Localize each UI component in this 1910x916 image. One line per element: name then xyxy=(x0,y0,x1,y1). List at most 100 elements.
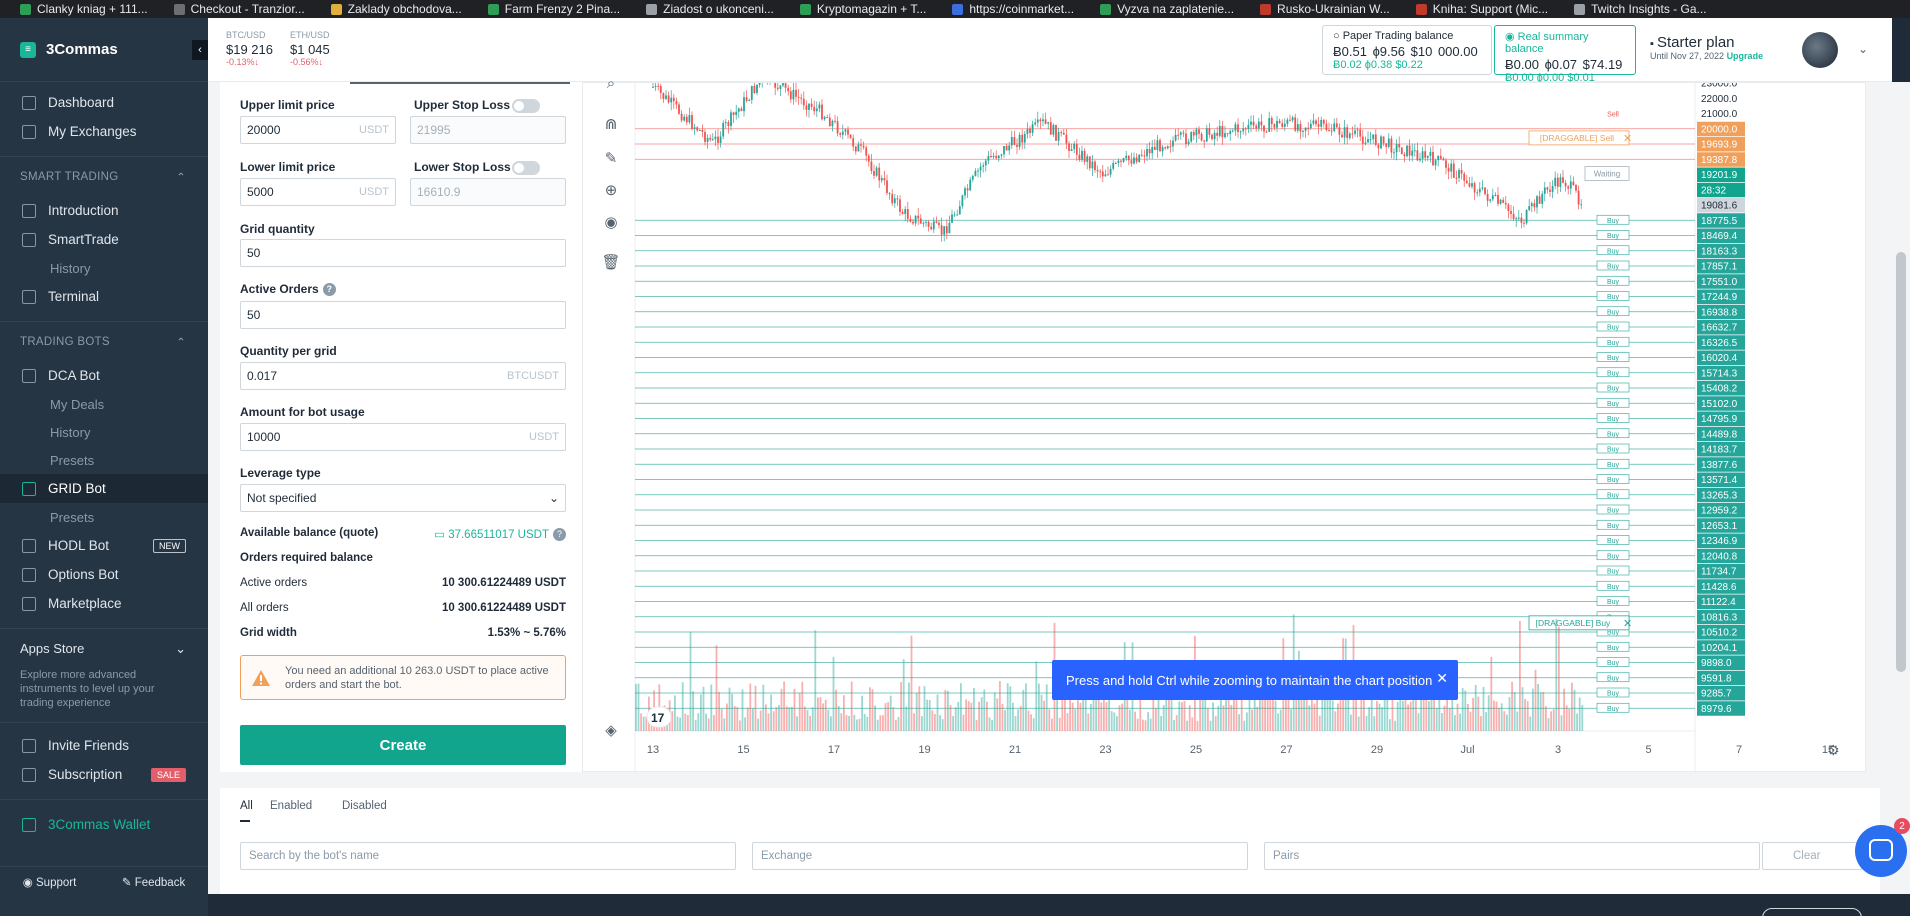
sidebar-item-wallet[interactable]: 3Commas Wallet xyxy=(0,810,208,839)
bookmark-item[interactable]: Kniha: Support (Mic... xyxy=(1415,2,1548,16)
trading-bots-section[interactable]: TRADING BOTS ⌃ xyxy=(0,321,208,361)
tab-all[interactable]: All xyxy=(240,800,253,812)
sidebar-item-introduction[interactable]: Introduction xyxy=(0,196,208,225)
volume-bar xyxy=(1035,661,1038,731)
lock-icon[interactable]: ⊕ xyxy=(604,182,618,199)
smart-trading-section[interactable]: SMART TRADING ⌃ xyxy=(0,156,208,196)
sidebar-item-dashboard[interactable]: Dashboard xyxy=(0,88,208,117)
support-link[interactable]: ◉ Support xyxy=(23,875,77,889)
sidebar-item-dca-bot[interactable]: DCA Bot xyxy=(0,361,208,390)
avatar[interactable] xyxy=(1802,32,1838,68)
active-orders-input[interactable]: 50 xyxy=(240,301,566,329)
sidebar-item-hodl-bot[interactable]: HODL Bot NEW xyxy=(0,531,208,560)
sidebar-item-terminal[interactable]: Terminal xyxy=(0,282,208,311)
tab-disabled[interactable]: Disabled xyxy=(342,800,387,812)
upper-stop-input[interactable]: 21995 xyxy=(410,116,566,144)
volume-bar xyxy=(793,688,796,731)
help-icon[interactable]: ? xyxy=(553,528,566,542)
volume-bar xyxy=(694,719,697,731)
buy-order-tag xyxy=(1596,458,1630,469)
page-scrollbar[interactable] xyxy=(1892,82,1910,894)
bookmark-item[interactable]: Vyzva na zaplatenie... xyxy=(1100,2,1234,16)
volume-bar xyxy=(1448,707,1451,731)
layers-icon[interactable]: ◈ xyxy=(605,722,617,739)
sidebar-item-presets[interactable]: Presets xyxy=(50,452,95,468)
sidebar-item-invite-friends[interactable]: Invite Friends xyxy=(0,731,208,760)
bookmark-label: Clanky kniag + 111... xyxy=(37,2,148,16)
scrollbar-thumb[interactable] xyxy=(1896,252,1906,672)
apps-store-section[interactable]: Apps Store ⌄ xyxy=(0,628,208,668)
sidebar-item-subscription[interactable]: Subscription SALE xyxy=(0,760,208,789)
paper-trading-balance[interactable]: ○ Paper Trading balance Ƀ0.51 ɸ9.56 $10 … xyxy=(1322,25,1492,75)
hodl-bot-icon xyxy=(22,538,36,553)
zoom-icon[interactable]: ⌕ xyxy=(606,75,616,92)
bookmark-item[interactable]: Ziadost o ukonceni... xyxy=(646,2,774,16)
help-icon[interactable]: ? xyxy=(322,283,336,297)
bookmark-item[interactable]: Farm Frenzy 2 Pina... xyxy=(487,2,620,16)
close-icon[interactable]: ✕ xyxy=(1436,670,1448,686)
lower-stop-toggle[interactable] xyxy=(512,161,540,175)
support-chat-button[interactable] xyxy=(1855,825,1907,877)
chart-canvas[interactable]: Buy Buy Buy Buy Buy Buy Buy Buy Buy Buy Buy Buy Buy B… xyxy=(583,83,1867,773)
bookmark-item[interactable]: Clanky kniag + 111... xyxy=(20,2,148,16)
exchange-filter[interactable]: Exchange xyxy=(752,842,1248,870)
collapse-sidebar-button[interactable]: ‹ xyxy=(192,40,208,60)
sidebar-item-grid-bot[interactable]: GRID Bot xyxy=(0,474,208,503)
qty-per-grid-input[interactable]: 0.017 BTCUSDT xyxy=(240,362,566,390)
sidebar-item-smarttrade[interactable]: SmartTrade xyxy=(0,225,208,254)
candle-body xyxy=(1517,217,1520,219)
bookmark-item[interactable]: Zaklady obchodova... xyxy=(330,2,462,16)
plan-info[interactable]: ▪ Starter plan Until Nov 27, 2022 Upgrad… xyxy=(1650,34,1763,61)
eye-icon[interactable]: ◉ xyxy=(604,214,618,231)
volume-bar xyxy=(1493,700,1495,731)
volume-bar xyxy=(1264,696,1266,731)
sidebar-item-my-exchanges[interactable]: My Exchanges xyxy=(0,117,208,146)
candle-body xyxy=(1471,183,1473,187)
leverage-select[interactable]: Not specified ⌄ xyxy=(240,484,566,512)
bookmark-item[interactable]: Checkout - Tranzior... xyxy=(173,2,305,16)
sidebar-item-my-deals[interactable]: My Deals xyxy=(50,396,105,412)
lower-stop-input[interactable]: 16610.9 xyxy=(410,178,566,206)
lower-limit-input[interactable]: 5000 USDT xyxy=(240,178,396,206)
chevron-down-icon[interactable]: ⌄ xyxy=(1858,42,1869,56)
sidebar-item-history[interactable]: History xyxy=(50,260,91,276)
volume-bar xyxy=(1565,705,1568,731)
candle-body xyxy=(813,106,816,112)
trash-icon[interactable]: 🗑 xyxy=(601,254,621,271)
sidebar-item-grid-presets[interactable]: Presets xyxy=(50,509,95,525)
eth-ticker[interactable]: ETH/USD $1 045 -0.56%↓ xyxy=(290,30,330,67)
grid-quantity-input[interactable]: 50 xyxy=(240,239,566,267)
bottom-pill-button[interactable] xyxy=(1762,908,1862,916)
brand-logo[interactable]: ≡ 3Commas ‹ xyxy=(0,18,208,82)
draw-lock-icon[interactable]: ✎ xyxy=(604,150,618,167)
btc-ticker[interactable]: BTC/USD $19 216 -0.13%↓ xyxy=(226,30,273,67)
volume-bar xyxy=(635,683,637,731)
magnet-icon[interactable]: ⋒ xyxy=(604,116,618,133)
bookmark-item[interactable]: Twitch Insights - Ga... xyxy=(1574,2,1707,16)
price-axis-label: 14183.7 xyxy=(1701,445,1738,456)
sidebar-item-bots-history[interactable]: History xyxy=(50,424,91,440)
feedback-link[interactable]: ✎ Feedback xyxy=(122,875,185,889)
price-chart[interactable]: ⌕ ⋒ ✎ ⊕ ◉ 🗑 ◈ Buy Buy Buy Buy Buy Buy Buy Buy Bu… xyxy=(582,75,1867,773)
sidebar-item-options-bot[interactable]: Options Bot xyxy=(0,560,208,589)
tab-enabled[interactable]: Enabled xyxy=(270,800,313,812)
bot-name-search-input[interactable]: Search by the bot's name xyxy=(240,842,736,870)
volume-bar xyxy=(827,709,830,731)
upgrade-link[interactable]: Upgrade xyxy=(1726,51,1764,61)
volume-bar xyxy=(871,689,874,731)
bookmark-item[interactable]: Rusko-Ukrainian W... xyxy=(1260,2,1390,16)
bookmark-item[interactable]: https://coinmarket... xyxy=(952,2,1074,16)
active-orders-row: Active orders 10 300.61224489 USDT xyxy=(240,577,566,589)
volume-bar xyxy=(967,701,970,731)
bookmark-item[interactable]: Kryptomagazin + T... xyxy=(799,2,926,16)
clear-filters-button[interactable]: Clear xyxy=(1762,842,1862,870)
candle-body xyxy=(1117,160,1120,163)
sidebar-item-marketplace[interactable]: Marketplace xyxy=(0,589,208,618)
amount-input[interactable]: 10000 USDT xyxy=(240,423,566,451)
real-summary-balance[interactable]: ◉ Real summary balance Ƀ0.00 ɸ0.07 $74.1… xyxy=(1494,25,1636,84)
create-bot-button[interactable]: Create xyxy=(240,725,566,765)
upper-stop-toggle[interactable] xyxy=(512,99,540,113)
candle-body xyxy=(1369,139,1372,141)
upper-limit-input[interactable]: 20000 USDT xyxy=(240,116,396,144)
pairs-filter[interactable]: Pairs xyxy=(1264,842,1760,870)
